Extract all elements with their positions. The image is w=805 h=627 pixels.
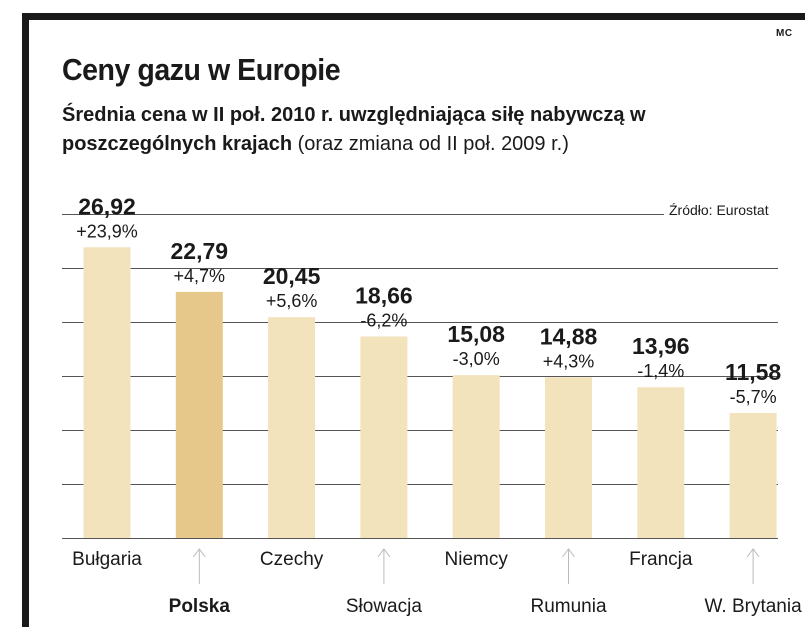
value-label-5: 14,88 [540,323,598,349]
chart-title: Ceny gazu w Europie [62,52,341,87]
category-label-1: Polska [169,596,231,617]
bar-6 [637,387,685,538]
change-label-3: -6,2% [360,310,407,330]
bar-3 [360,336,408,538]
value-label-1: 22,79 [171,238,229,264]
change-label-2: +5,6% [266,291,318,311]
category-label-5: Rumunia [530,596,606,617]
bar-0 [83,247,131,539]
category-label-4: Niemcy [445,549,509,570]
up-arrow-icon-1 [192,548,206,584]
bar-5 [545,377,592,538]
value-label-4: 15,08 [447,321,505,347]
bar-2 [268,317,316,538]
up-arrow-icon-3 [377,548,391,584]
category-label-3: Słowacja [346,596,422,617]
category-label-7: W. Brytania [705,596,803,617]
source-note: Źródło: Eurostat [669,202,769,218]
change-label-0: +23,9% [76,221,138,241]
change-label-7: -5,7% [730,387,777,407]
bar-4 [452,375,500,538]
category-label-6: Francja [629,549,693,570]
category-label-0: Bułgaria [72,549,142,570]
bar-1 [175,291,223,538]
frame-left-bar [22,13,29,627]
up-arrow-icon-7 [746,548,760,584]
value-label-6: 13,96 [632,333,690,359]
frame-top-bar [22,13,805,20]
credit-initials: MC [776,28,793,39]
up-arrow-icon-5 [562,548,575,584]
change-label-4: -3,0% [453,349,500,369]
value-label-2: 20,45 [263,263,321,289]
change-label-5: +4,3% [543,351,595,371]
change-label-6: -1,4% [637,361,684,381]
change-label-1: +4,7% [174,266,226,286]
category-label-2: Czechy [260,549,324,570]
value-label-0: 26,92 [78,193,136,219]
subtitle-main: Średnia cena w II poł. 2010 r. uwzględni… [62,104,646,155]
subtitle-note: (oraz zmiana od II poł. 2009 r.) [292,133,569,155]
bar-7 [729,412,777,538]
value-label-7: 11,58 [725,359,781,385]
chart-subtitle: Średnia cena w II poł. 2010 r. uwzględni… [62,101,802,159]
value-label-3: 18,66 [355,282,413,308]
